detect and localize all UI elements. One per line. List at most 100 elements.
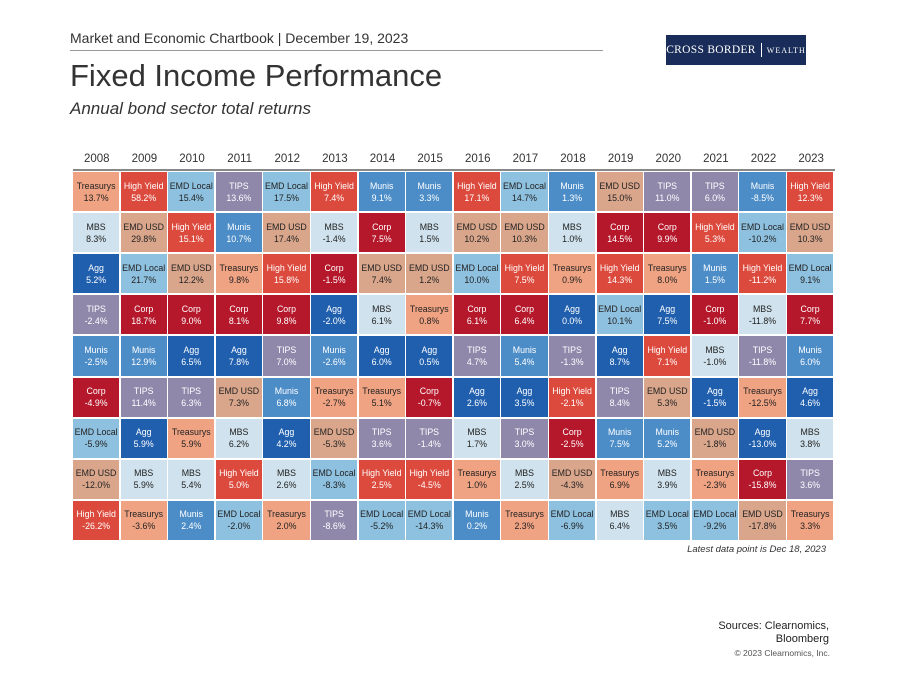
sector-label: Corp bbox=[562, 427, 582, 438]
sector-label: Munis bbox=[750, 180, 775, 191]
year-label: 2008 bbox=[83, 153, 110, 165]
return-value: -0.7% bbox=[417, 398, 441, 409]
chart-title: Fixed Income Performance bbox=[70, 58, 443, 93]
return-value: 7.4% bbox=[371, 274, 392, 285]
brand-logo: CROSS BORDER WEALTH bbox=[666, 35, 806, 65]
sector-label: MBS bbox=[86, 221, 106, 232]
return-value: 0.0% bbox=[562, 315, 583, 326]
sector-label: TIPS bbox=[562, 344, 582, 355]
return-cell: TIPS 3.6% bbox=[787, 459, 834, 499]
sector-label: Treasurys bbox=[124, 509, 164, 520]
sector-label: Munis bbox=[560, 180, 584, 191]
return-cell: Corp 7.7% bbox=[787, 295, 834, 335]
return-cell: MBS 2.5% bbox=[501, 459, 548, 499]
return-cell: Corp 14.5% bbox=[596, 213, 643, 253]
sector-label: EMD Local bbox=[788, 262, 832, 273]
sector-label: EMD Local bbox=[264, 180, 308, 191]
return-cell: MBS -11.8% bbox=[739, 295, 786, 335]
return-value: 11.0% bbox=[655, 192, 680, 203]
return-cell: Treasurys 6.9% bbox=[596, 459, 643, 499]
return-value: 6.1% bbox=[466, 315, 487, 326]
return-cell: Agg -13.0% bbox=[739, 418, 786, 458]
return-cell: MBS 1.5% bbox=[406, 213, 453, 253]
sector-label: Corp bbox=[134, 303, 154, 314]
sector-label: Treasurys bbox=[743, 386, 782, 397]
return-value: 6.4% bbox=[609, 521, 630, 532]
return-value: 5.9% bbox=[133, 480, 154, 491]
return-value: 5.0% bbox=[228, 480, 249, 491]
return-cell: Agg 4.2% bbox=[263, 418, 310, 458]
sector-label: Treasurys bbox=[552, 262, 592, 273]
sector-label: Agg bbox=[421, 344, 438, 355]
sector-label: EMD Local bbox=[122, 262, 166, 273]
sector-label: High Yield bbox=[742, 262, 783, 273]
sector-label: High Yield bbox=[599, 262, 640, 273]
return-value: 5.9% bbox=[133, 439, 154, 450]
sector-label: EMD USD bbox=[218, 386, 260, 397]
return-cell: MBS 1.0% bbox=[549, 213, 596, 253]
return-value: 7.5% bbox=[514, 274, 535, 285]
return-cell: EMD USD 12.2% bbox=[168, 254, 215, 294]
sector-label: Agg bbox=[135, 427, 152, 438]
sector-label: EMD USD bbox=[789, 221, 831, 232]
sector-label: EMD Local bbox=[169, 180, 213, 191]
return-value: 10.3% bbox=[512, 233, 537, 244]
return-value: 9.9% bbox=[657, 233, 678, 244]
return-cell: Treasurys -3.6% bbox=[120, 500, 167, 540]
return-cell: TIPS 3.0% bbox=[501, 418, 548, 458]
return-value: 7.1% bbox=[657, 356, 678, 367]
return-value: 1.2% bbox=[419, 274, 440, 285]
return-value: 58.2% bbox=[131, 192, 157, 203]
return-cell: MBS 3.9% bbox=[644, 459, 691, 499]
return-cell: EMD USD 10.3% bbox=[501, 213, 548, 253]
return-cell: Agg 5.9% bbox=[120, 418, 167, 458]
return-cell: Munis 2.4% bbox=[168, 500, 215, 540]
return-cell: Treasurys 2.3% bbox=[501, 500, 548, 540]
sector-label: Treasurys bbox=[219, 262, 259, 273]
return-cell: Munis 0.2% bbox=[453, 500, 500, 540]
sector-label: TIPS bbox=[276, 344, 297, 355]
return-cell: Agg -2.0% bbox=[311, 295, 358, 335]
sector-label: EMD Local bbox=[217, 509, 261, 520]
return-value: 13.7% bbox=[83, 192, 109, 203]
return-value: 0.5% bbox=[419, 356, 440, 367]
return-value: -6.9% bbox=[560, 521, 584, 532]
return-value: 3.3% bbox=[419, 192, 440, 203]
sector-label: Treasurys bbox=[171, 427, 211, 438]
return-value: -2.1% bbox=[560, 398, 584, 409]
sector-label: Agg bbox=[326, 303, 342, 314]
return-value: 5.2% bbox=[657, 439, 678, 450]
sector-label: MBS bbox=[276, 468, 297, 479]
sector-label: Corp bbox=[372, 221, 392, 232]
return-value: -8.5% bbox=[750, 192, 774, 203]
logo-text-left: CROSS BORDER bbox=[666, 44, 756, 56]
sector-label: Munis bbox=[84, 344, 108, 355]
sector-label: Agg bbox=[373, 344, 390, 355]
return-value: -3.6% bbox=[132, 521, 156, 532]
return-value: 4.7% bbox=[466, 356, 487, 367]
sector-label: Munis bbox=[227, 221, 251, 232]
sector-label: MBS bbox=[514, 468, 535, 479]
year-label: 2018 bbox=[560, 153, 586, 165]
sector-label: Agg bbox=[611, 344, 628, 355]
chartbook-header: Market and Economic Chartbook | December… bbox=[70, 30, 409, 46]
return-value: 3.8% bbox=[800, 439, 821, 450]
return-value: 2.4% bbox=[181, 521, 202, 532]
return-value: 7.8% bbox=[228, 356, 249, 367]
return-value: 15.0% bbox=[607, 192, 633, 203]
return-cell: EMD Local -9.2% bbox=[691, 500, 738, 540]
sector-label: Munis bbox=[607, 427, 632, 438]
return-value: 8.3% bbox=[86, 233, 107, 244]
return-cell: Agg 0.0% bbox=[549, 295, 596, 335]
sector-label: Agg bbox=[659, 303, 676, 314]
return-cell: High Yield 14.3% bbox=[596, 254, 643, 294]
return-cell: EMD Local 10.1% bbox=[596, 295, 643, 335]
return-value: 21.7% bbox=[131, 274, 157, 285]
sector-label: EMD Local bbox=[74, 427, 118, 438]
return-value: -13.0% bbox=[748, 439, 777, 450]
return-value: -2.0% bbox=[322, 315, 346, 326]
year-label: 2020 bbox=[655, 153, 682, 165]
return-value: 17.1% bbox=[464, 192, 490, 203]
return-value: 5.2% bbox=[86, 274, 107, 285]
return-value: -1.5% bbox=[322, 274, 346, 285]
